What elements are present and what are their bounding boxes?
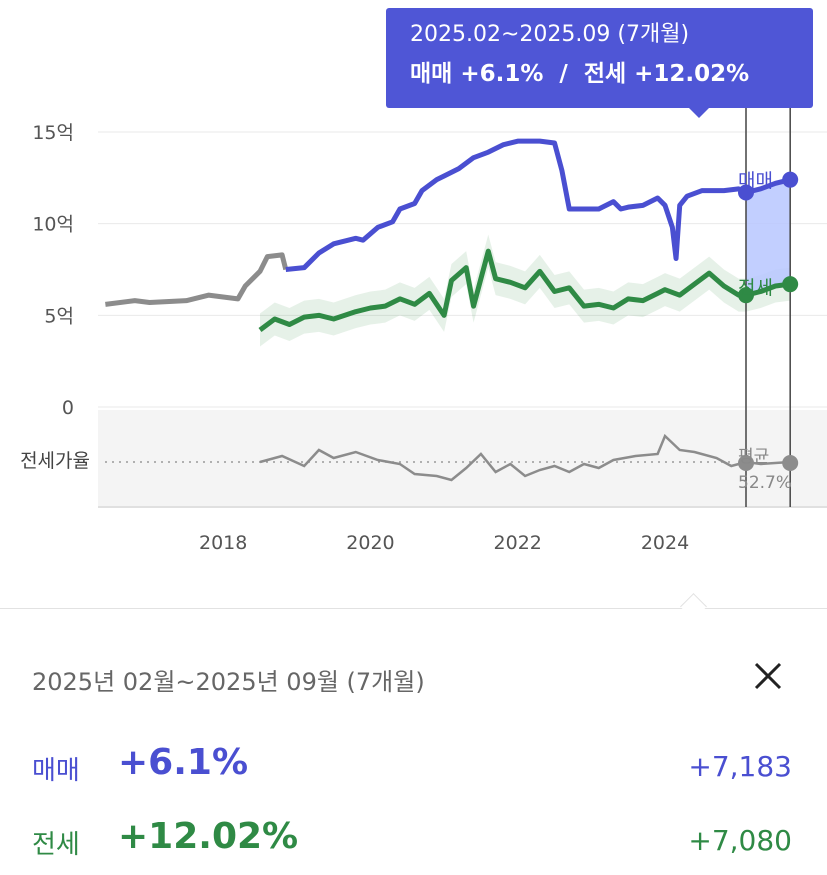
y-tick-label: 5억 bbox=[44, 305, 74, 327]
jeonse-row: 전세 +12.02% +7,080 bbox=[32, 816, 792, 866]
ratio-average-value: 52.7% bbox=[738, 473, 792, 493]
x-tick-label: 2018 bbox=[199, 532, 247, 554]
jeonse-marker bbox=[782, 276, 799, 293]
price-chart[interactable]: 15억 10억 5억 0 2018 2020 2022 2024 전세가율 평균 52.7% 매매… bbox=[0, 0, 827, 600]
close-button[interactable] bbox=[748, 656, 788, 696]
x-tick-label: 2020 bbox=[346, 532, 394, 554]
ratio-marker bbox=[782, 455, 799, 471]
jeonse-end-label: 전세 bbox=[738, 277, 773, 299]
sale-amount: +7,183 bbox=[688, 750, 792, 783]
jeonse-line bbox=[258, 248, 791, 333]
sale-row: 매매 +6.1% +7,183 bbox=[32, 742, 792, 792]
jeonse-name: 전세 bbox=[32, 830, 80, 860]
sale-history-line bbox=[105, 252, 289, 307]
jeonse-range-band bbox=[260, 234, 791, 347]
x-tick-label: 2022 bbox=[494, 532, 542, 554]
jeonse-amount: +7,080 bbox=[688, 824, 792, 857]
sale-name: 매매 bbox=[32, 756, 80, 786]
sale-end-label: 매매 bbox=[738, 170, 773, 192]
x-tick-label: 2024 bbox=[641, 532, 689, 554]
tooltip-arrow bbox=[688, 107, 710, 118]
tooltip-period: 2025.02~2025.09 (7개월) bbox=[410, 22, 690, 47]
ratio-average-label: 평균 bbox=[738, 447, 769, 467]
highlight-area bbox=[746, 179, 791, 296]
ratio-band bbox=[98, 410, 827, 507]
ratio-label: 전세가율 bbox=[20, 450, 90, 472]
tooltip-summary: 매매 +6.1% / 전세 +12.02% bbox=[410, 61, 750, 87]
sale-line bbox=[285, 138, 791, 272]
ratio-marker bbox=[738, 455, 754, 471]
close-icon bbox=[754, 662, 782, 690]
range-tooltip: 2025.02~2025.09 (7개월) 매매 +6.1% / 전세 +12.… bbox=[386, 8, 813, 108]
panel-divider bbox=[0, 608, 827, 609]
sale-marker bbox=[738, 184, 754, 201]
jeonse-pct: +12.02% bbox=[118, 816, 299, 857]
y-tick-label: 10억 bbox=[32, 214, 74, 236]
ratio-line bbox=[259, 433, 791, 482]
panel-period: 2025년 02월~2025년 09월 (7개월) bbox=[32, 668, 425, 696]
sale-pct: +6.1% bbox=[118, 742, 249, 783]
jeonse-marker bbox=[738, 287, 754, 304]
y-tick-label: 0 bbox=[62, 397, 74, 419]
sale-marker bbox=[782, 171, 799, 188]
y-tick-label: 15억 bbox=[32, 122, 74, 144]
